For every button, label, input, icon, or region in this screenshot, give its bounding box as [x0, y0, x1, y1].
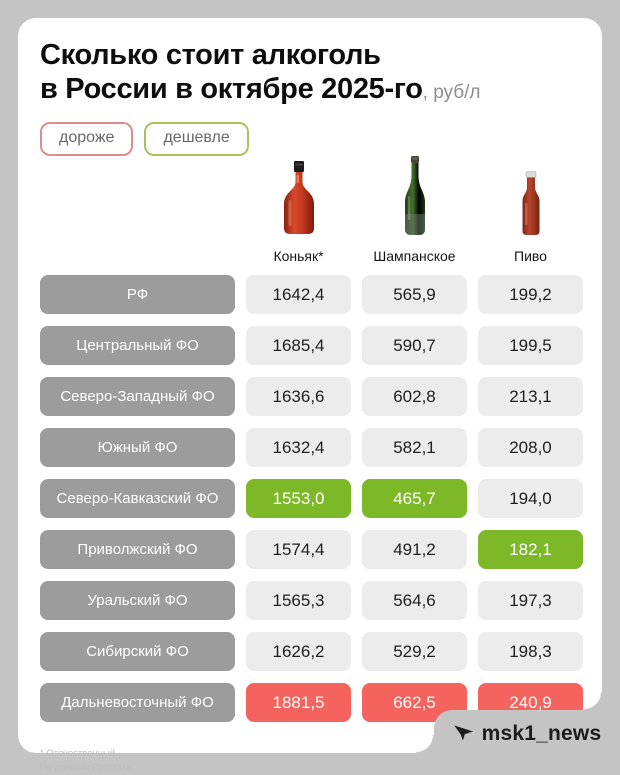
legend-chip-cheap: дешевле [144, 122, 249, 157]
value-cell-beer: 208,0 [478, 428, 583, 468]
region-label: Дальневосточный ФО [40, 683, 235, 723]
region-label: Приволжский ФО [40, 530, 235, 570]
table-row: Уральский ФО 1565,3 564,6 197,3 [40, 581, 583, 621]
table-row: Северо-Кавказский ФО 1553,0 465,7 194,0 [40, 479, 583, 519]
champagne-bottle-icon [398, 156, 432, 241]
value-cell-beer: 199,5 [478, 326, 583, 366]
value-cell-cognac: 1626,2 [246, 632, 351, 672]
column-header-beer: Пиво [478, 171, 583, 266]
value-cell-champagne: 564,6 [362, 581, 467, 621]
value-cell-cognac: 1636,6 [246, 377, 351, 417]
value-cell-beer: 194,0 [478, 479, 583, 519]
column-label: Шампанское [373, 248, 456, 265]
column-headers: Коньяк* [40, 156, 583, 266]
value-cell-champagne: 529,2 [362, 632, 467, 672]
value-cell-cognac: 1632,4 [246, 428, 351, 468]
title-line1: Сколько стоит алкоголь [40, 39, 381, 71]
table-row: РФ 1642,4 565,9 199,2 [40, 275, 583, 315]
telegram-plane-icon [453, 722, 474, 748]
table-row: Приволжский ФО 1574,4 491,2 182,1 [40, 530, 583, 570]
region-label: Центральный ФО [40, 326, 235, 366]
price-table: РФ 1642,4 565,9 199,2 Центральный ФО 168… [40, 275, 583, 723]
value-cell-cognac: 1881,5 [246, 683, 351, 723]
cognac-bottle-icon [276, 160, 322, 241]
table-row: Сибирский ФО 1626,2 529,2 198,3 [40, 632, 583, 672]
value-cell-champagne: 590,7 [362, 326, 467, 366]
corner-curve-top [584, 692, 602, 710]
region-label: Северо-Кавказский ФО [40, 479, 235, 519]
value-cell-champagne: 582,1 [362, 428, 467, 468]
column-header-cognac: Коньяк* [246, 160, 351, 266]
legend: дороже дешевле [40, 122, 583, 157]
value-cell-cognac: 1553,0 [246, 479, 351, 519]
region-label: Южный ФО [40, 428, 235, 468]
footnote-line1: * Отечественный. [40, 748, 118, 760]
footnote-line2: По данным Росстата [40, 762, 132, 774]
value-cell-cognac: 1565,3 [246, 581, 351, 621]
page-title: Сколько стоит алкоголь в России в октябр… [40, 38, 583, 106]
footnote: * Отечественный. По данным Росстата [40, 747, 583, 775]
table-row: Северо-Западный ФО 1636,6 602,8 213,1 [40, 377, 583, 417]
region-label: Уральский ФО [40, 581, 235, 621]
column-header-champagne: Шампанское [362, 156, 467, 266]
value-cell-beer: 213,1 [478, 377, 583, 417]
column-label: Коньяк* [273, 248, 324, 265]
value-cell-champagne: 602,8 [362, 377, 467, 417]
value-cell-champagne: 491,2 [362, 530, 467, 570]
card: Сколько стоит алкоголь в России в октябр… [18, 18, 602, 773]
unit-label: , руб/л [422, 82, 481, 104]
channel-tab[interactable]: msk1_news [434, 710, 620, 775]
channel-name: msk1_news [481, 722, 602, 745]
corner-curve-left [416, 735, 434, 753]
title-line2: в России в октябре 2025-го [40, 73, 423, 106]
value-cell-champagne: 565,9 [362, 275, 467, 315]
value-cell-cognac: 1574,4 [246, 530, 351, 570]
table-row: Центральный ФО 1685,4 590,7 199,5 [40, 326, 583, 366]
value-cell-beer: 197,3 [478, 581, 583, 621]
value-cell-beer: 182,1 [478, 530, 583, 570]
region-label: РФ [40, 275, 235, 315]
column-label: Пиво [514, 248, 547, 265]
region-label: Сибирский ФО [40, 632, 235, 672]
table-row: Южный ФО 1632,4 582,1 208,0 [40, 428, 583, 468]
region-label: Северо-Западный ФО [40, 377, 235, 417]
beer-bottle-icon [516, 171, 546, 241]
value-cell-cognac: 1685,4 [246, 326, 351, 366]
value-cell-beer: 198,3 [478, 632, 583, 672]
legend-chip-expensive: дороже [40, 122, 134, 157]
value-cell-beer: 199,2 [478, 275, 583, 315]
value-cell-champagne: 465,7 [362, 479, 467, 519]
value-cell-cognac: 1642,4 [246, 275, 351, 315]
